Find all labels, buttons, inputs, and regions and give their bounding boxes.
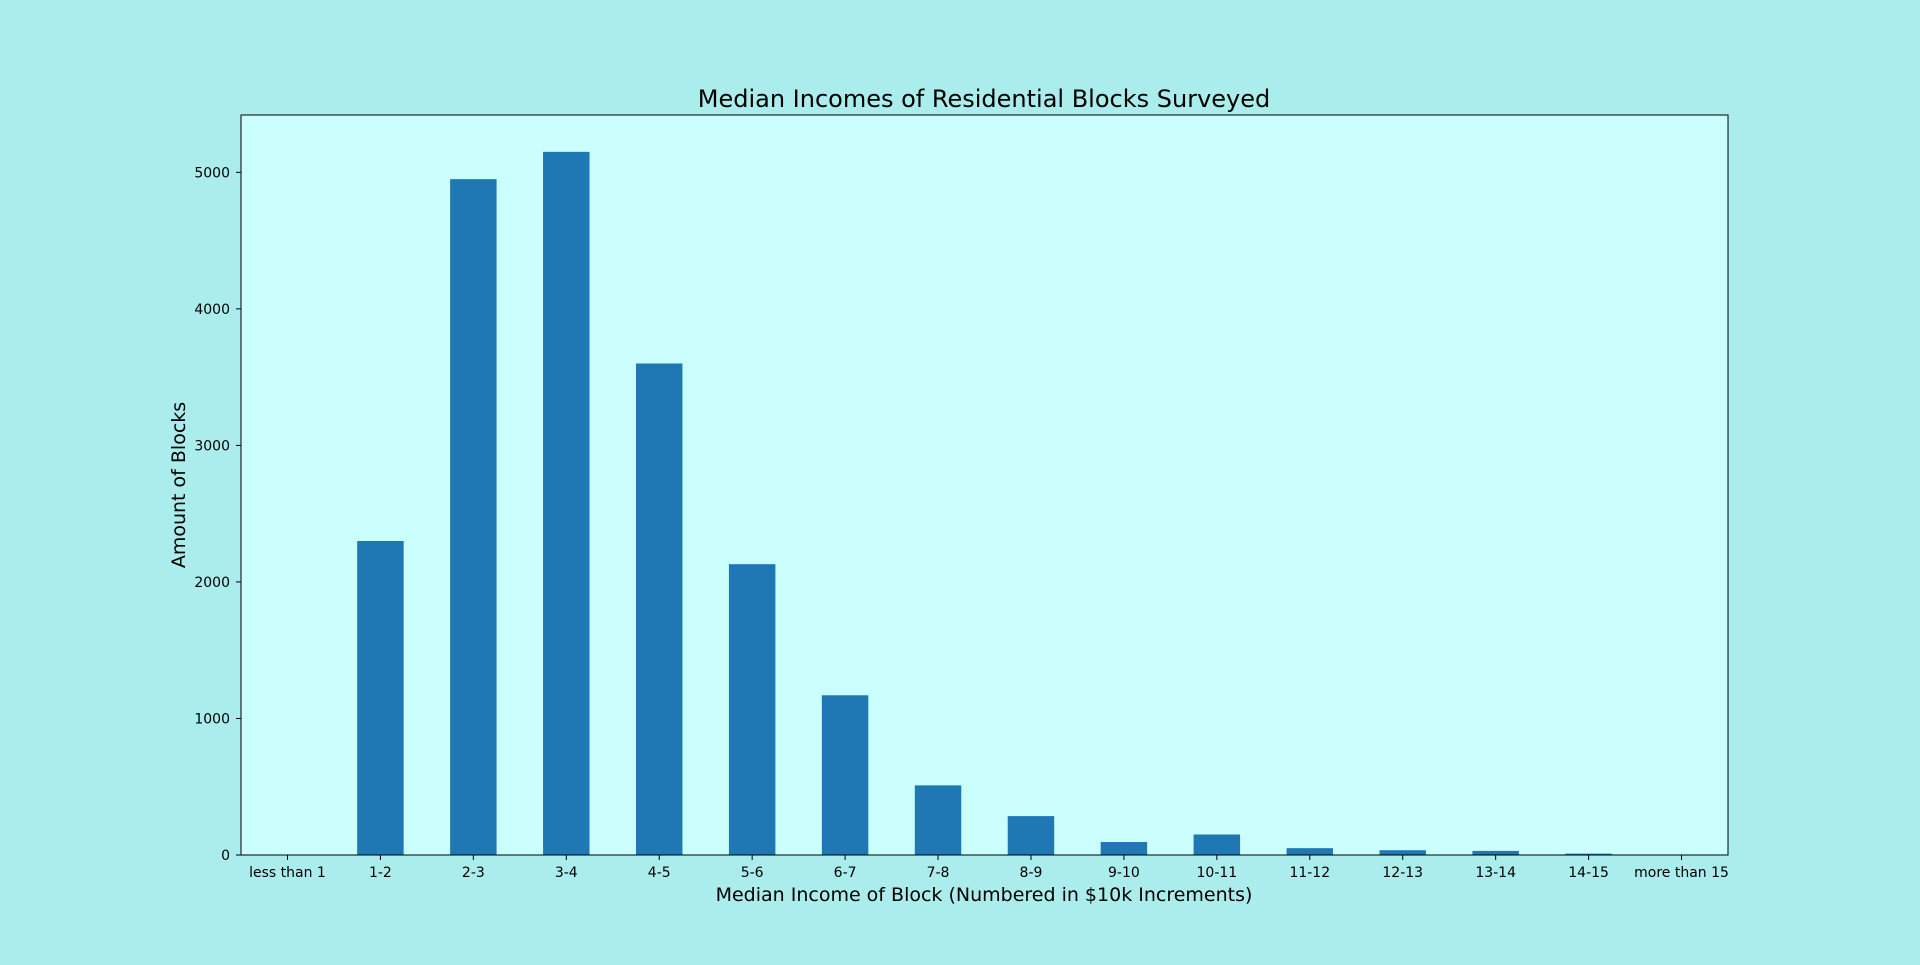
bar-5-6 — [728, 564, 776, 855]
x-tick-label: 7-8 — [927, 865, 950, 881]
x-axis: less than 1 1-2 2-3 3-4 4-5 5-6 6-7 7-8 8-9 9-10 1… — [249, 855, 1729, 881]
x-tick-label: less than 1 — [249, 865, 326, 881]
plot-frame — [240, 114, 1729, 856]
bar-12-13 — [1379, 850, 1426, 855]
bar-3-4 — [543, 151, 590, 856]
x-tick-label: 8-9 — [1020, 865, 1043, 881]
bar-14-15 — [1565, 853, 1612, 855]
bar-9-10 — [1100, 842, 1148, 855]
x-tick-label: 5-6 — [741, 865, 764, 881]
y-tick-label: 2000 — [194, 575, 230, 591]
x-tick-label: 2-3 — [462, 865, 485, 881]
x-tick-label: 3-4 — [555, 865, 578, 881]
y-tick-label: 4000 — [194, 302, 230, 318]
y-tick-label: 5000 — [194, 165, 230, 181]
bar-6-7 — [821, 695, 869, 855]
x-tick-label: 4-5 — [648, 865, 671, 881]
x-tick-label: 10-11 — [1197, 865, 1238, 881]
y-tick-label: 3000 — [194, 438, 230, 454]
y-tick-label: 0 — [221, 848, 230, 864]
x-tick-label: more than 15 — [1634, 865, 1729, 881]
bar-4-5 — [635, 363, 683, 855]
bar-11-12 — [1286, 848, 1334, 855]
x-tick-label: 9-10 — [1108, 865, 1140, 881]
x-tick-label: 6-7 — [834, 865, 857, 881]
bar-2-3 — [450, 179, 497, 856]
x-tick-label: 1-2 — [369, 865, 392, 881]
bars-group — [357, 151, 1612, 856]
x-tick-label: 11-12 — [1289, 865, 1330, 881]
y-axis: 0 1000 2000 3000 4000 5000 — [194, 165, 241, 864]
x-axis-label: Median Income of Block (Numbered in $10k… — [716, 884, 1253, 906]
bar-8-9 — [1007, 816, 1055, 855]
chart-title: Median Incomes of Residential Blocks Sur… — [698, 85, 1270, 113]
bar-1-2 — [357, 540, 404, 855]
bar-7-8 — [914, 785, 962, 855]
bar-13-14 — [1472, 850, 1519, 855]
x-tick-label: 13-14 — [1475, 865, 1516, 881]
y-axis-label: Amount of Blocks — [168, 402, 190, 568]
bar-10-11 — [1193, 834, 1241, 855]
y-tick-label: 1000 — [194, 711, 230, 727]
x-tick-label: 14-15 — [1568, 865, 1609, 881]
x-tick-label: 12-13 — [1382, 865, 1423, 881]
